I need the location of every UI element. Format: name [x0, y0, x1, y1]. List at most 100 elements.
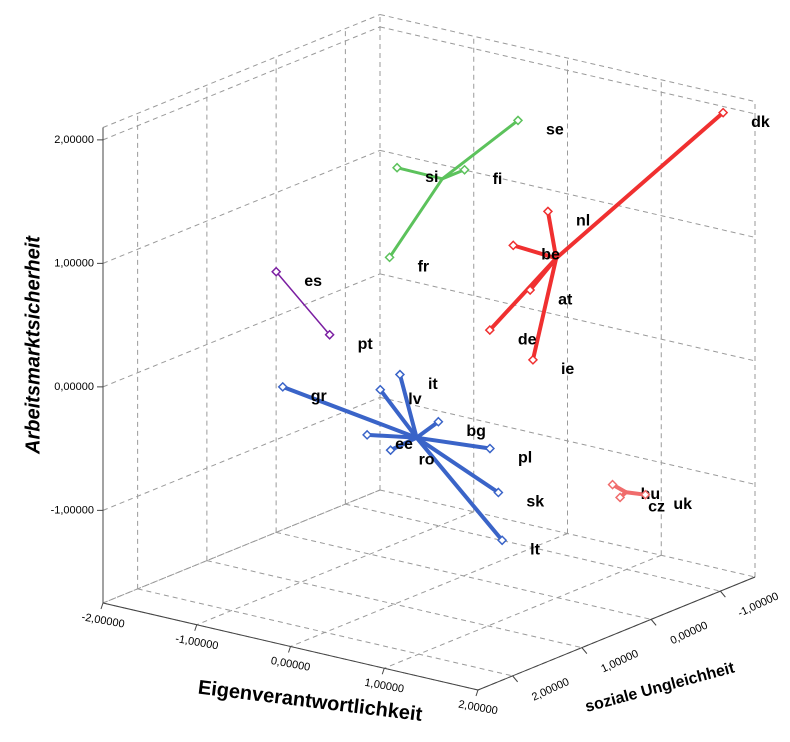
spike — [487, 256, 559, 333]
point — [459, 164, 470, 175]
grid-line — [206, 560, 582, 649]
point-label: fi — [493, 171, 503, 188]
spike — [378, 387, 419, 440]
spike — [280, 384, 419, 440]
point — [542, 206, 553, 217]
grid-line — [379, 396, 756, 485]
point-label: es — [304, 273, 322, 290]
point-label: dk — [751, 114, 770, 131]
point — [433, 416, 444, 427]
x-tick — [100, 602, 104, 610]
x-tick — [194, 624, 198, 631]
grid-line — [102, 26, 381, 141]
spike — [414, 419, 441, 440]
grid-line — [102, 149, 381, 264]
point-label: ro — [419, 451, 435, 468]
z-tick-label: 0,00000 — [54, 381, 94, 393]
point-label: at — [558, 291, 573, 308]
y-tick-label: -1,00000 — [736, 590, 780, 619]
grid-line — [345, 503, 721, 592]
y-tick — [719, 590, 726, 598]
y-tick — [581, 647, 588, 654]
box-edge — [379, 14, 756, 103]
point — [484, 443, 495, 454]
grid-line — [137, 588, 513, 677]
point-label: it — [428, 376, 438, 393]
y-tick-label: 1,00000 — [599, 648, 640, 676]
point-label: nl — [576, 213, 590, 230]
point-label: gr — [311, 388, 327, 405]
point — [385, 445, 396, 456]
point — [512, 115, 524, 126]
spike — [397, 372, 419, 440]
point-label: lv — [408, 391, 421, 408]
point — [508, 240, 519, 251]
spike — [388, 435, 419, 453]
x-tick — [475, 689, 479, 697]
point — [527, 354, 538, 365]
point-label: de — [518, 331, 537, 348]
spike — [545, 209, 559, 261]
grid-line — [102, 273, 381, 388]
spike — [414, 435, 492, 451]
spike — [275, 270, 304, 304]
point — [615, 492, 626, 503]
spike — [530, 256, 559, 362]
point — [324, 329, 335, 340]
x-tick-label: 0,00000 — [270, 655, 311, 674]
point — [384, 252, 395, 263]
spike — [511, 243, 559, 261]
point — [640, 489, 651, 500]
point-label: bg — [466, 423, 486, 440]
grid-line — [102, 396, 381, 511]
point — [718, 107, 729, 118]
x-tick-label: 1,00000 — [364, 677, 405, 696]
y-tick — [512, 675, 519, 683]
point-label: pt — [358, 336, 374, 353]
point — [525, 284, 536, 296]
x-tick-label: -1,00000 — [174, 633, 219, 652]
spike — [365, 432, 419, 440]
z-axis-title: Arbeitsmarktsicherheit — [22, 235, 44, 455]
box-edge — [102, 489, 381, 604]
spike — [554, 110, 726, 261]
box-edge — [102, 14, 381, 128]
x-tick — [288, 646, 291, 653]
grid-line — [290, 533, 568, 647]
z-tick-label: 2,00000 — [54, 134, 94, 146]
point-label: ee — [395, 436, 413, 453]
point-label: lt — [530, 541, 540, 558]
y-tick-label: 0,00000 — [669, 619, 710, 647]
grid-line — [276, 531, 652, 620]
point-label: uk — [673, 496, 692, 513]
grid — [102, 14, 756, 691]
grid-line — [196, 511, 474, 626]
spike — [440, 118, 520, 181]
point-label: pl — [518, 450, 532, 467]
point — [484, 325, 495, 336]
point — [392, 162, 403, 173]
spike — [302, 302, 331, 336]
spike — [395, 166, 444, 181]
point — [271, 266, 282, 277]
y-tick-label: 2,00000 — [530, 676, 571, 704]
z-tick-label: -1,00000 — [51, 504, 94, 516]
spike — [388, 177, 444, 259]
spike — [414, 435, 505, 543]
point-label: ie — [561, 361, 574, 378]
x-tick-label: 2,00000 — [457, 699, 498, 718]
point-label: be — [541, 247, 560, 264]
x-tick-label: -2,00000 — [81, 611, 126, 630]
point-label: se — [546, 122, 564, 139]
point — [394, 369, 405, 380]
point-label: cz — [648, 499, 665, 516]
point-label: fr — [418, 259, 430, 276]
x-tick — [381, 668, 385, 675]
point — [277, 381, 288, 392]
spike — [414, 435, 501, 495]
point-label: sk — [526, 494, 544, 511]
grid-line — [379, 273, 756, 362]
